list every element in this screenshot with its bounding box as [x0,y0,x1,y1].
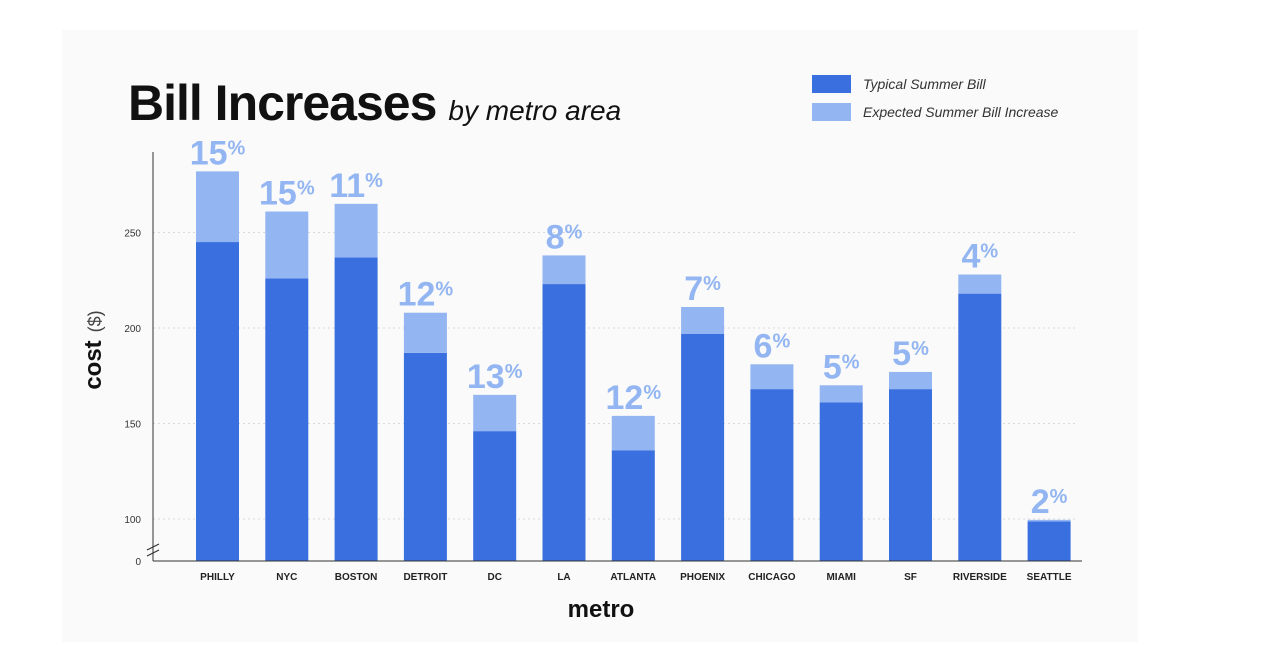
legend-swatch-typical [812,75,851,93]
x-tick-label-boston: BOSTON [335,572,378,583]
bar-typical-riverside [958,293,1002,561]
data-label-phoenix: 7% [684,270,721,308]
bar-increase-phoenix [681,306,725,334]
bar-typical-boston [334,257,378,561]
data-label-chicago: 6% [754,327,791,365]
x-tick-label-riverside: RIVERSIDE [953,572,1007,583]
bar-increase-seattle [1027,519,1071,522]
bar-increase-nyc [265,211,309,279]
y-tick-label-150: 150 [124,420,141,431]
chart-title: Bill Increases by metro area [128,74,621,132]
data-label-riverside: 4% [961,238,998,276]
bar-increase-dc [473,394,517,432]
bar-typical-atlanta [611,450,655,561]
bar-typical-philly [196,242,239,562]
y-tick-label-250: 250 [124,229,141,240]
x-tick-label-seattle: SEATTLE [1027,572,1072,583]
x-tick-label-detroit: DETROIT [403,572,447,583]
data-label-nyc: 15% [259,174,315,212]
legend: Typical Summer Bill Expected Summer Bill… [812,74,1058,130]
bar-typical-dc [473,431,517,561]
bar-increase-boston [334,203,378,258]
x-axis-title: metro [568,596,635,623]
bar-increase-miami [819,385,863,403]
bar-increase-sf [889,371,932,390]
x-tick-label-sf: SF [904,572,917,583]
bar-typical-miami [819,402,863,561]
x-tick-label-miami: MIAMI [826,572,856,583]
data-label-philly: 15% [190,134,246,172]
data-label-dc: 13% [467,358,523,396]
bar-typical-seattle [1027,521,1071,561]
chart-title-main: Bill Increases [128,75,437,131]
data-label-detroit: 12% [398,276,454,314]
bar-typical-chicago [750,389,794,561]
x-tick-label-atlanta: ATLANTA [610,572,656,583]
bar-typical-nyc [265,278,309,561]
bar-typical-phoenix [681,333,725,561]
data-label-atlanta: 12% [605,379,661,417]
x-tick-label-chicago: CHICAGO [748,572,795,583]
y-tick-label-200: 200 [124,324,141,335]
x-tick-label-la: LA [557,572,570,583]
chart-title-sub: by metro area [448,95,622,126]
x-tick-label-nyc: NYC [276,572,297,583]
legend-label-typical: Typical Summer Bill [863,76,986,92]
x-tick-label-philly: PHILLY [200,572,235,583]
data-label-seattle: 2% [1031,483,1068,521]
bar-increase-philly [196,171,239,243]
x-tick-label-phoenix: PHOENIX [680,572,725,583]
legend-item-typical: Typical Summer Bill [812,74,1058,94]
bar-increase-riverside [958,274,1002,294]
y-tick-label-0: 0 [135,557,141,568]
data-label-sf: 5% [892,335,929,373]
bar-typical-detroit [403,352,447,561]
y-tick-label-100: 100 [124,515,141,526]
bar-typical-sf [889,389,932,561]
legend-item-increase: Expected Summer Bill Increase [812,102,1058,122]
data-label-la: 8% [546,218,583,256]
bar-increase-atlanta [611,415,655,451]
data-label-miami: 5% [823,348,860,386]
data-label-boston: 11% [329,167,383,205]
bar-increase-detroit [403,312,447,353]
bar-increase-la [542,255,586,285]
legend-label-increase: Expected Summer Bill Increase [863,104,1059,120]
x-tick-label-dc: DC [487,572,501,583]
axis-break-marker [146,543,160,557]
bar-typical-la [542,284,586,561]
y-axis-title: cost($) [80,310,107,389]
legend-swatch-increase [812,103,851,121]
bar-increase-chicago [750,364,794,390]
